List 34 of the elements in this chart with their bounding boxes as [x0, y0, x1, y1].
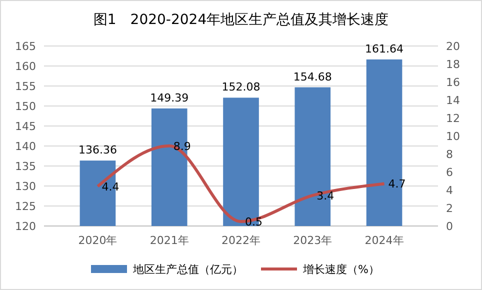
y-tick-label: 140 [15, 140, 36, 153]
y2-tick-label: 14 [446, 94, 460, 107]
y2-tick-label: 2 [446, 202, 453, 215]
y2-tick-label: 4 [446, 184, 453, 197]
x-tick-label: 2023年 [293, 234, 332, 247]
y-tick-label: 160 [15, 60, 36, 73]
y2-tick-label: 10 [446, 130, 460, 143]
y2-tick-label: 20 [446, 40, 460, 53]
x-tick-label: 2022年 [222, 234, 260, 247]
y2-tick-label: 8 [446, 148, 453, 161]
chart-title: 图1 2020-2024年地区生产总值及其增长速度 [93, 12, 389, 28]
data-label: 136.36 [78, 144, 117, 157]
y2-tick-label: 6 [446, 166, 453, 179]
x-tick-label: 2021年 [150, 234, 189, 247]
data-label: 161.64 [365, 42, 404, 56]
y2-tick-label: 18 [446, 58, 460, 71]
y-tick-label: 165 [15, 40, 36, 53]
y2-tick-label: 0 [446, 220, 453, 233]
y-tick-label: 130 [15, 180, 36, 193]
legend-label: 地区生产总值（亿元） [132, 263, 243, 276]
y-tick-label: 135 [15, 160, 36, 173]
y-tick-label: 155 [15, 80, 36, 93]
y-tick-label: 145 [15, 120, 36, 133]
y-tick-label: 150 [15, 100, 36, 113]
y-tick-label: 120 [15, 220, 36, 233]
y2-tick-label: 12 [446, 112, 460, 125]
data-label: 154.68 [293, 70, 332, 84]
y-tick-label: 125 [15, 200, 36, 213]
data-label: 149.39 [150, 91, 189, 104]
y2-tick-label: 16 [446, 76, 460, 89]
data-label: 152.08 [222, 80, 260, 94]
x-tick-label: 2020年 [78, 234, 118, 247]
legend-label: 增长速度（%） [302, 263, 380, 276]
x-tick-label: 2024年 [364, 234, 404, 247]
